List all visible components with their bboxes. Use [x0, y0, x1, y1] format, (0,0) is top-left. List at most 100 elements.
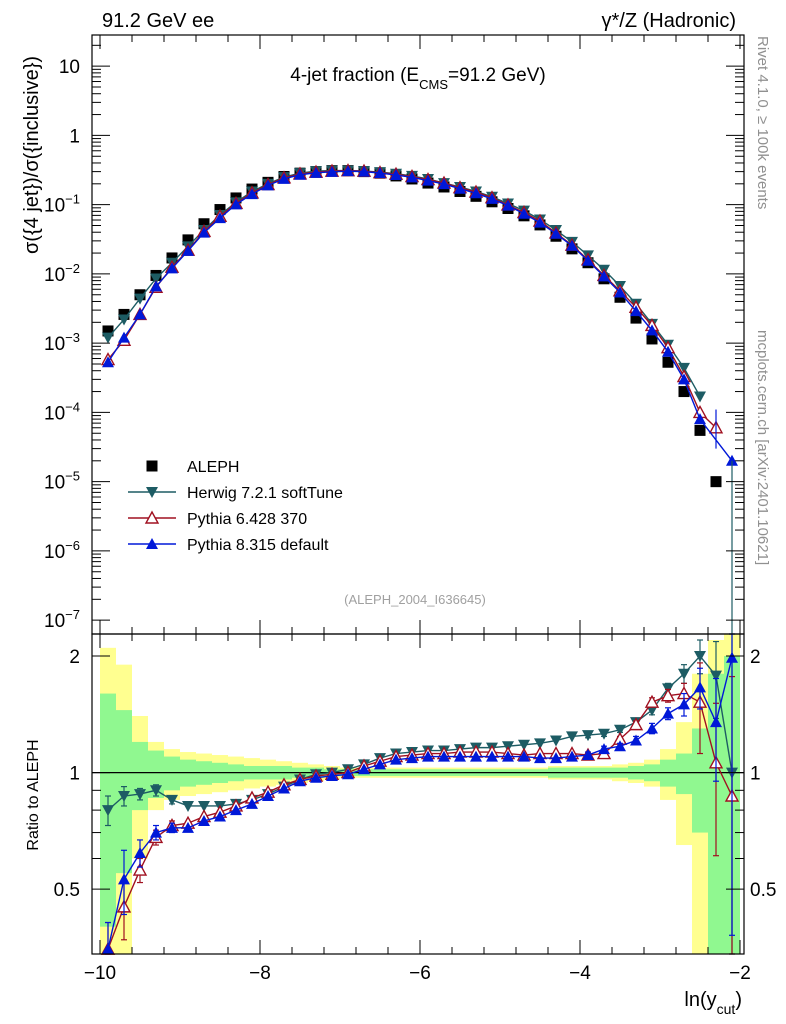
- point-pythia8: [566, 239, 578, 251]
- point-pythia8: [198, 226, 210, 238]
- point-pythia8: [262, 179, 274, 191]
- point-pythia8: [486, 192, 498, 204]
- ratio-point-pythia8: [230, 804, 242, 816]
- point-data: [678, 386, 690, 398]
- point-pythia8: [534, 216, 546, 228]
- point-herwig: [678, 362, 690, 374]
- point-data: [662, 356, 674, 368]
- y-tick-label: 10−4: [44, 399, 80, 424]
- y-tick-base: 10: [44, 403, 65, 424]
- y-tick-exponent: −4: [65, 399, 80, 414]
- mcplots-source-note: mcplots.cern.ch [arXiv:2401.10621]: [754, 330, 771, 565]
- ratio-point-pythia8: [486, 750, 498, 762]
- x-axis-label: ln(ycut): [684, 989, 742, 1017]
- ratio-axis-label: Ratio to ALEPH: [25, 739, 42, 850]
- ratio-point-pythia8: [310, 771, 322, 783]
- ratio-point-pythia8: [438, 750, 450, 762]
- ratio-point-pythia8: [662, 707, 674, 719]
- ratio-point-herwig: [150, 785, 162, 797]
- point-pythia8: [454, 182, 466, 194]
- ratio-point-herwig: [102, 805, 114, 817]
- point-pythia8: [518, 207, 530, 219]
- point-pythia8: [358, 165, 370, 177]
- x-tick-label: −10: [84, 963, 116, 984]
- ratio-point-herwig: [710, 670, 722, 682]
- y-tick-base: 10: [44, 473, 65, 494]
- ratio-point-pythia8: [614, 740, 626, 752]
- point-data: [694, 424, 706, 436]
- point-pythia8: [278, 172, 290, 184]
- ratio-point-herwig: [166, 794, 178, 806]
- x-tick-label: −8: [249, 963, 271, 984]
- point-pythia8: [326, 165, 338, 177]
- point-data: [710, 476, 722, 488]
- legend: ALEPH Herwig 7.2.1 softTune Pythia 6.428 3…: [128, 459, 343, 554]
- y-tick-label: 10−6: [44, 538, 80, 563]
- ratio-point-pythia8: [374, 758, 386, 770]
- ratio-point-pythia8: [118, 873, 130, 885]
- ratio-point-herwig: [134, 789, 146, 801]
- analysis-tag: (ALEPH_2004_I636645): [344, 592, 486, 607]
- ratio-point-herwig: [678, 668, 690, 680]
- legend-label-data: ALEPH: [187, 459, 239, 476]
- ratio-point-pythia6: [132, 862, 148, 876]
- y-tick-exponent: −5: [65, 469, 80, 484]
- ratio-point-pythia8: [598, 743, 610, 755]
- ratio-point-pythia8: [550, 752, 562, 764]
- ratio-point-pythia8: [294, 775, 306, 787]
- y-tick-base: 10: [44, 611, 65, 632]
- ratio-point-pythia8: [342, 768, 354, 780]
- ratio-point-herwig: [534, 738, 546, 750]
- ratio-point-pythia8: [246, 797, 258, 809]
- point-herwig: [694, 391, 706, 403]
- y-tick-base: 10: [44, 542, 65, 563]
- y-tick-base: 10: [44, 196, 65, 217]
- point-pythia8: [246, 188, 258, 200]
- ratio-point-herwig: [598, 728, 610, 740]
- y-tick-exponent: −7: [65, 607, 80, 622]
- ratio-line-herwig: [107, 654, 733, 811]
- ratio-point-pythia8: [582, 749, 594, 761]
- ratio-point-herwig: [694, 651, 706, 663]
- chart-title-tail: =91.2 GeV): [448, 65, 546, 86]
- point-herwig: [150, 273, 162, 285]
- y-tick-exponent: −3: [65, 330, 80, 345]
- y-axis-label: σ({4 jet})/σ({inclusive}): [21, 56, 43, 254]
- ratio-point-pythia6: [644, 694, 660, 708]
- header-right: γ*/Z (Hadronic): [602, 10, 736, 32]
- ratio-point-pythia8: [166, 821, 178, 833]
- point-herwig: [134, 293, 146, 305]
- rivet-version-note: Rivet 4.1.0, ≥ 100k events: [754, 36, 771, 209]
- x-axis-label-main: ln(y: [684, 989, 716, 1011]
- ratio-tick-label-right: 1: [750, 764, 761, 785]
- chart-title-sub: CMS: [419, 77, 448, 92]
- point-pythia8: [614, 286, 626, 298]
- ratio-point-herwig: [550, 735, 562, 747]
- point-pythia8: [550, 227, 562, 239]
- ratio-point-pythia8: [454, 750, 466, 762]
- point-data: [198, 218, 210, 230]
- point-pythia8: [390, 169, 402, 181]
- x-tick-label: −2: [729, 963, 751, 984]
- ratio-point-pythia8: [726, 651, 738, 663]
- axis-ticks: −10 −8 −6 −4 −210110−110−210−310−410−510−610…: [44, 35, 776, 984]
- main-series: [100, 163, 738, 634]
- y-tick-exponent: −1: [65, 192, 80, 207]
- ratio-point-pythia8: [390, 753, 402, 765]
- x-tick-label: −4: [569, 963, 591, 984]
- point-pythia8: [630, 305, 642, 317]
- chart-title: 4-jet fraction (ECMS=91.2 GeV): [290, 65, 545, 92]
- band-stat: [164, 756, 180, 791]
- point-herwig: [102, 332, 114, 344]
- y-tick-label: 10−7: [44, 607, 80, 632]
- y-tick-base: 10: [44, 334, 65, 355]
- point-pythia8: [294, 168, 306, 180]
- ratio-point-herwig: [566, 731, 578, 743]
- point-pythia8: [678, 373, 690, 385]
- ratio-point-pythia8: [566, 750, 578, 762]
- ratio-tick-label-left: 2: [69, 647, 80, 668]
- y-tick-label: 1: [69, 126, 80, 147]
- legend-marker-pythia6: [144, 510, 160, 524]
- legend-marker-pythia8: [146, 538, 158, 549]
- ratio-series: [100, 633, 740, 955]
